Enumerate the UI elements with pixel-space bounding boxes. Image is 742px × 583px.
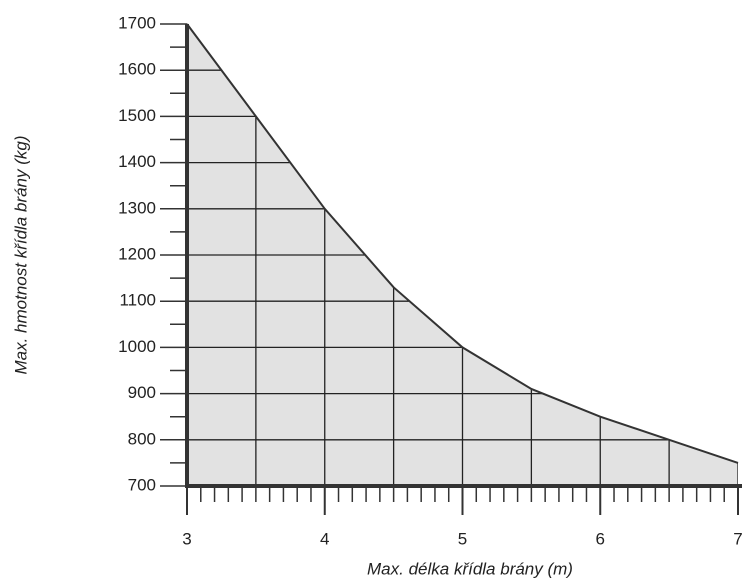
y-tick-label: 1500 bbox=[118, 106, 156, 125]
line bbox=[186, 23, 739, 464]
y-tick-label: 700 bbox=[128, 475, 156, 494]
x-tick-label: 7 bbox=[733, 529, 742, 548]
y-tick-label: 1600 bbox=[118, 60, 156, 79]
x-axis-label: Max. délka křídla brány (m) bbox=[367, 559, 573, 578]
y-tick-label: 1300 bbox=[118, 198, 156, 217]
y-tick-label: 1200 bbox=[118, 244, 156, 263]
x-tick-label: 4 bbox=[320, 529, 329, 548]
y-tick-label: 1000 bbox=[118, 337, 156, 356]
y-tick-label: 1700 bbox=[118, 13, 156, 32]
y-tick-label: 1400 bbox=[118, 152, 156, 171]
y-tick-label: 800 bbox=[128, 429, 156, 448]
y-tick-label: 900 bbox=[128, 383, 156, 402]
x-tick-label: 5 bbox=[458, 529, 467, 548]
x-tick-label: 3 bbox=[182, 529, 191, 548]
x-tick-label: 6 bbox=[596, 529, 605, 548]
y-tick-label: 1100 bbox=[119, 291, 156, 310]
y-axis-label: Max. hmotnost křídla brány (kg) bbox=[11, 135, 30, 374]
